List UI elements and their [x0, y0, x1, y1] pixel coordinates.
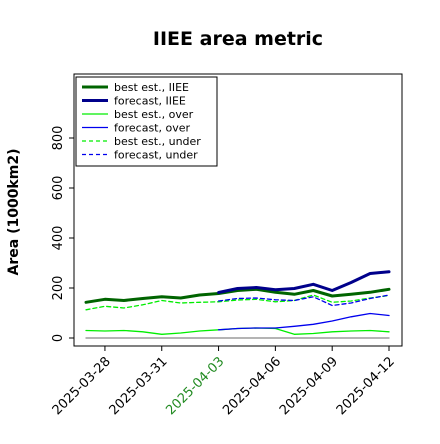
legend-label: best est., under: [114, 135, 201, 148]
series-line-4: [85, 294, 390, 311]
plot-frame: [73, 73, 403, 347]
chart-title: IIEE area metric: [153, 28, 323, 50]
x-tick-label: 2025-03-28: [50, 354, 114, 418]
x-tick-label: 2025-04-12: [334, 354, 398, 418]
legend-label: best est., IIEE: [114, 81, 189, 94]
legend-label: forecast, under: [114, 149, 198, 162]
series-line-0: [84, 287, 391, 304]
y-tick-label: 800: [51, 126, 66, 151]
y-axis-label: Area (1000km2): [6, 149, 22, 276]
x-tick-label: 2025-04-03: [163, 354, 227, 418]
y-tick-label: 200: [51, 276, 66, 301]
legend-label: forecast, IIEE: [114, 95, 186, 108]
legend-label: best est., over: [114, 108, 194, 121]
series-line-3: [217, 312, 390, 331]
x-tick-label: 2025-04-06: [220, 354, 284, 418]
legend-label: forecast, over: [114, 122, 190, 135]
series-line-1: [217, 270, 391, 294]
series-line-5: [217, 294, 390, 307]
y-tick-label: 0: [51, 334, 66, 342]
x-tick-label: 2025-04-09: [277, 354, 341, 418]
plot-area: 02004006008002025-03-282025-03-312025-04…: [50, 73, 403, 418]
y-tick-label: 400: [51, 226, 66, 251]
x-tick-label: 2025-03-31: [107, 354, 171, 418]
y-tick-label: 600: [51, 176, 66, 201]
legend-box: [75, 76, 218, 167]
